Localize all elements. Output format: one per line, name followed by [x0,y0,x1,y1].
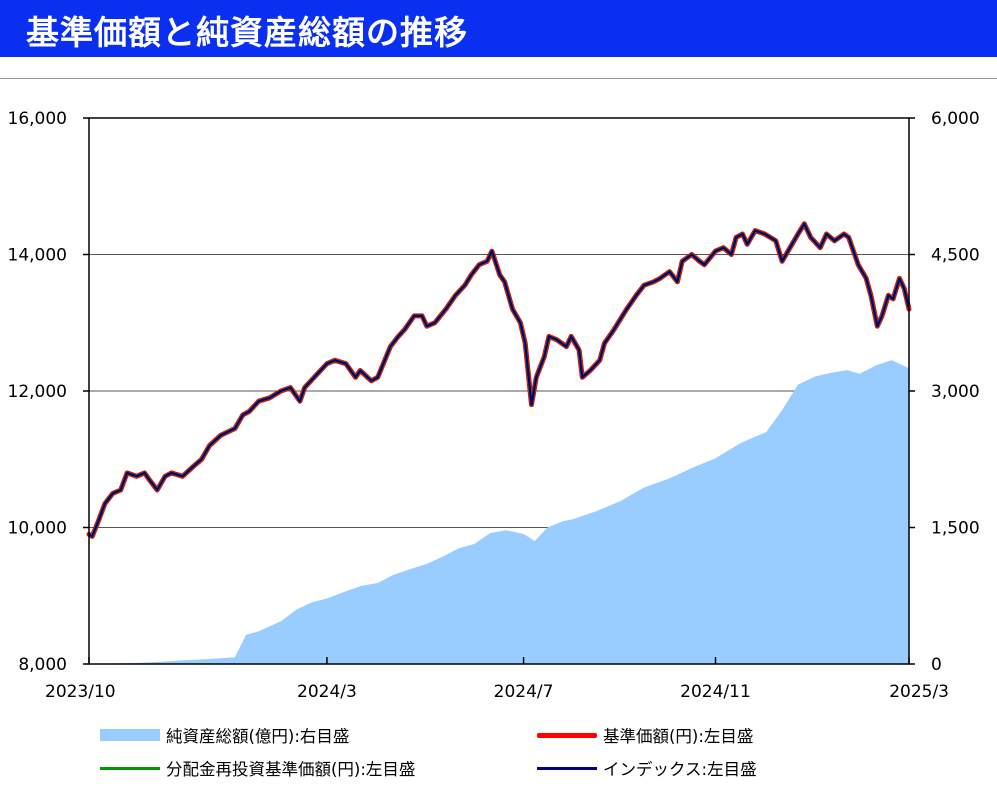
price-lines-group [86,221,912,539]
y-left-tick-label: 10,000 [8,519,67,539]
legend-label-net-assets: 純資産総額(億円):右目盛 [166,727,350,746]
x-tick-label: 2025/3 [889,682,949,702]
y-right-tick-label: 6,000 [931,109,980,129]
legend-swatch-red [537,733,597,738]
y-left-tick-label: 8,000 [18,655,67,675]
x-tick-label: 2024/3 [297,682,357,702]
legend-label-price: 基準価額(円):左目盛 [603,727,754,746]
title-bar: 基準価額と純資産総額の推移 [0,0,997,57]
legend-swatch-navy [537,767,597,770]
index-line [88,222,911,538]
chart-title: 基準価額と純資産総額の推移 [26,13,468,52]
legend-swatch-green [100,767,160,770]
y-left-tick-label: 12,000 [8,382,67,402]
net-assets-area [89,360,909,664]
y-right-tick-label: 0 [931,655,942,675]
title-rule [0,78,997,79]
legend-label-reinvest: 分配金再投資基準価額(円):左目盛 [166,760,416,779]
legend: 純資産総額(億円):右目盛 基準価額(円):左目盛 分配金再投資基準価額(円):… [0,720,997,793]
y-left-tick-label: 14,000 [8,246,67,266]
x-tick-label: 2024/11 [680,682,751,702]
x-tick-label: 2023/10 [45,682,116,702]
x-axis-ticks: 2023/10 2024/3 2024/7 2024/11 2025/3 [45,657,949,702]
legend-label-index: インデックス:左目盛 [603,760,757,779]
x-tick-label: 2024/7 [494,682,554,702]
net-assets-area-group [89,360,909,664]
y-left-tick-label: 16,000 [8,109,67,129]
y-right-tick-label: 1,500 [931,519,980,539]
chart-canvas: 2023/10 2024/3 2024/7 2024/11 2025/3 8,000 10… [8,109,980,702]
y-axis-labels: 8,000 10,000 12,000 14,000 16,000 0 1,500 3,000… [8,109,980,675]
legend-swatch-area [100,729,160,741]
y-right-tick-label: 3,000 [931,382,980,402]
y-right-tick-label: 4,500 [931,246,980,266]
